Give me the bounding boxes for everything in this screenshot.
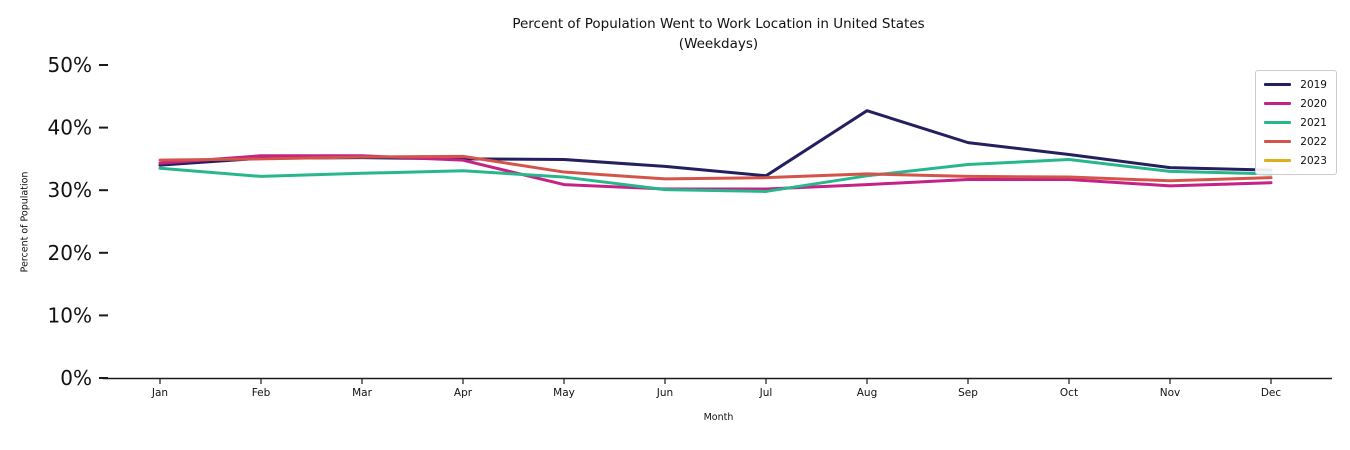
chart-title: Percent of Population Went to Work Locat… [105, 14, 1332, 54]
chart-title-line1: Percent of Population Went to Work Locat… [512, 16, 925, 32]
y-tick-label-20%: 20% [48, 241, 92, 265]
legend-swatch-2020 [1264, 102, 1292, 105]
legend-item-2023: 2023 [1264, 153, 1327, 168]
y-tick-label-10%: 10% [48, 303, 92, 327]
legend-item-2020: 2020 [1264, 96, 1327, 111]
x-tick-label-Nov: Nov [1160, 387, 1181, 399]
plot-line-2019 [158, 109, 1273, 178]
legend-swatch-2019 [1264, 83, 1292, 86]
x-tick-label-Mar: Mar [352, 387, 372, 399]
legend-label-2020: 2020 [1300, 97, 1327, 110]
x-tick-label-Jun: Jun [656, 387, 673, 399]
x-tick-label-Sep: Sep [958, 387, 978, 399]
plot-line-2020 [158, 154, 1273, 191]
x-tick-label-Aug: Aug [857, 387, 878, 399]
legend-item-2019: 2019 [1264, 77, 1327, 92]
legend-label-2019: 2019 [1300, 78, 1327, 91]
legend-label-2023: 2023 [1300, 154, 1327, 167]
y-tick-label-30%: 30% [48, 178, 92, 202]
x-tick-label-Jan: Jan [151, 387, 168, 399]
x-axis-label: Month [703, 412, 734, 423]
legend-label-2022: 2022 [1300, 135, 1327, 148]
legend-swatch-2023 [1264, 159, 1292, 162]
legend: 2019 2020 2021 2022 2023 [1255, 70, 1337, 175]
legend-item-2021: 2021 [1264, 115, 1327, 130]
x-tick-label-Apr: Apr [454, 387, 473, 399]
x-tick-label-May: May [553, 387, 575, 399]
chart-title-line2: (Weekdays) [678, 36, 759, 52]
y-tick-label-50%: 50% [48, 53, 92, 77]
legend-item-2022: 2022 [1264, 134, 1327, 149]
legend-label-2021: 2021 [1300, 116, 1327, 129]
x-tick-label-Feb: Feb [252, 387, 271, 399]
y-tick-label-40%: 40% [48, 116, 92, 140]
plot-line-2021 [158, 158, 1273, 193]
legend-swatch-2022 [1264, 140, 1292, 143]
y-tick-label-0%: 0% [60, 366, 92, 390]
x-tick-label-Jul: Jul [759, 387, 773, 399]
plot-line-2022 [158, 154, 1273, 183]
x-tick-label-Oct: Oct [1060, 387, 1078, 399]
x-tick-label-Dec: Dec [1261, 387, 1282, 399]
legend-swatch-2021 [1264, 121, 1292, 124]
